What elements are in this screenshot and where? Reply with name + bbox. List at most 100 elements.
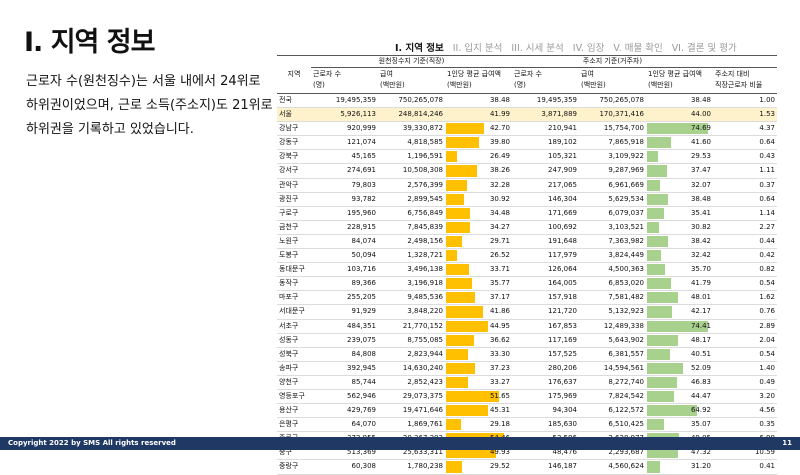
home-avg-salary-bar-cell: 74.69 [646, 121, 713, 137]
cell-value: 33.30 [489, 349, 510, 358]
table-cell: 3.20 [713, 389, 777, 405]
table-cell: 7,865,918 [579, 135, 646, 151]
work-avg-salary-bar-cell: 38.26 [445, 163, 512, 179]
cell-value: 29.53 [690, 152, 711, 161]
nav-item-2: II. 입지 분석 [452, 43, 503, 54]
table-cell: 255,205 [311, 290, 378, 306]
region-cell: 서울 [277, 107, 311, 123]
home-avg-salary-bar-cell: 52.09 [646, 361, 713, 376]
work-avg-salary-bar-cell: 39.80 [445, 135, 512, 151]
home-avg-salary-bar-cell: 38.48 [646, 192, 713, 207]
table-cell: 157,918 [512, 290, 579, 306]
table-cell: 248,814,246 [378, 107, 445, 123]
table-row: 금천구 228,915 7,845,839 34.27 100,692 3,103,521… [277, 220, 777, 235]
work-avg-salary-bar-cell: 29.18 [445, 417, 512, 433]
table-row: 서초구 484,351 21,770,152 44.95 167,853 12,489,3… [277, 319, 777, 334]
region-cell: 전국 [277, 93, 311, 109]
col-header-5: 급여 (백만원) [579, 67, 646, 94]
table-cell: 0.37 [713, 178, 777, 193]
table-cell: 146,187 [512, 459, 579, 475]
home-avg-salary-bar-cell: 41.60 [646, 135, 713, 151]
cell-value: 45.31 [489, 406, 510, 415]
table-cell: 117,169 [512, 333, 579, 348]
work-salary-bar [446, 264, 469, 276]
table-cell: 29,073,375 [378, 389, 445, 405]
cell-value: 29.52 [489, 462, 510, 471]
table-cell: 392,945 [311, 361, 378, 376]
work-salary-bar [446, 151, 457, 163]
table-cell: 6,756,849 [378, 206, 445, 221]
home-salary-bar [647, 461, 660, 473]
table-cell: 4.56 [713, 403, 777, 419]
table-cell: 274,691 [311, 163, 378, 179]
cell-value: 35.77 [489, 279, 510, 288]
cell-value: 41.79 [690, 279, 711, 288]
home-avg-salary-bar-cell: 35.70 [646, 262, 713, 278]
work-avg-salary-bar-cell: 30.92 [445, 192, 512, 207]
work-avg-salary-bar-cell: 33.71 [445, 262, 512, 278]
table-cell: 185,630 [512, 417, 579, 433]
table-cell: 167,853 [512, 319, 579, 334]
region-cell: 중랑구 [277, 459, 311, 475]
region-cell: 도봉구 [277, 248, 311, 264]
table-cell: 41.99 [445, 107, 512, 123]
region-cell: 구로구 [277, 206, 311, 221]
table-cell: 105,321 [512, 149, 579, 165]
table-cell: 191,648 [512, 234, 579, 250]
home-salary-bar [647, 193, 668, 205]
home-salary-bar [647, 165, 667, 177]
table-cell: 21,770,152 [378, 319, 445, 334]
home-salary-bar [647, 151, 658, 163]
table-cell: 2,852,423 [378, 375, 445, 390]
work-salary-bar [446, 461, 462, 473]
cell-value: 32.28 [489, 180, 510, 189]
table-cell: 6,853,020 [579, 276, 646, 292]
table-cell: 2,899,545 [378, 192, 445, 207]
cell-value: 30.92 [489, 194, 510, 203]
region-cell: 강북구 [277, 149, 311, 165]
home-avg-salary-bar-cell: 37.47 [646, 163, 713, 179]
table-cell: 7,824,542 [579, 389, 646, 405]
region-cell: 마포구 [277, 290, 311, 306]
home-avg-salary-bar-cell: 30.82 [646, 220, 713, 235]
table-cell: 1,196,591 [378, 149, 445, 165]
table-cell: 9,485,536 [378, 290, 445, 306]
table-cell: 100,692 [512, 220, 579, 235]
table-cell: 429,769 [311, 403, 378, 419]
table-row: 중랑구 60,308 1,780,238 29.52 146,187 4,560,624 3… [277, 459, 777, 475]
cell-value: 40.51 [690, 349, 711, 358]
table-cell: 1.11 [713, 163, 777, 179]
work-salary-bar [446, 334, 474, 346]
region-cell: 용산구 [277, 403, 311, 419]
table-cell: 1,780,238 [378, 459, 445, 475]
table-cell: 280,206 [512, 361, 579, 376]
table-row: 광진구 93,782 2,899,545 30.92 146,304 5,629,534 3… [277, 192, 777, 207]
table-cell: 0.35 [713, 417, 777, 433]
table-cell: 0.54 [713, 347, 777, 362]
cell-value: 30.82 [690, 222, 711, 231]
col-header-7: 주소지 대비 직장근로자 비율 [713, 67, 777, 94]
table-cell: 64,070 [311, 417, 378, 433]
table-cell: 239,075 [311, 333, 378, 348]
cell-value: 34.48 [489, 208, 510, 217]
col-header-6: 1인당 평균 급여액 (백만원) [646, 67, 713, 94]
home-avg-salary-bar-cell: 31.20 [646, 459, 713, 475]
nav-item-6: VI. 결론 및 평가 [671, 43, 737, 54]
home-avg-salary-bar-cell: 44.47 [646, 389, 713, 405]
work-avg-salary-bar-cell: 33.30 [445, 347, 512, 362]
cell-value: 35.41 [690, 208, 711, 217]
table-row: 서울 5,926,113 248,814,246 41.99 3,871,889 170,… [277, 107, 777, 123]
table-cell: 750,265,078 [579, 93, 646, 109]
col-header-4: 근로자 수 (명) [512, 67, 579, 94]
table-row: 관악구 79,803 2,576,399 32.28 217,065 6,961,669 3… [277, 178, 777, 193]
home-salary-bar [647, 137, 672, 149]
cell-value: 38.42 [690, 236, 711, 245]
table-cell: 84,074 [311, 234, 378, 250]
home-avg-salary-bar-cell: 35.41 [646, 206, 713, 221]
home-avg-salary-bar-cell: 46.83 [646, 375, 713, 390]
table-cell: 121,720 [512, 304, 579, 320]
home-salary-bar [647, 348, 670, 360]
cell-value: 37.47 [690, 166, 711, 175]
table-cell: 8,272,740 [579, 375, 646, 390]
cell-value: 39.80 [489, 138, 510, 147]
